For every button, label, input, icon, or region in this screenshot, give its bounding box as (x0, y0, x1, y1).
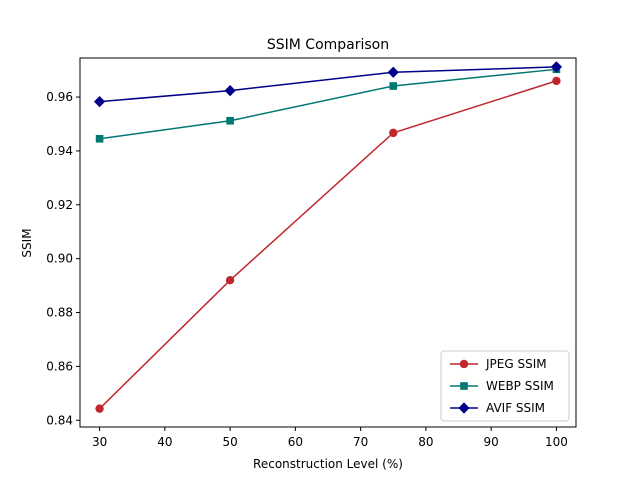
series-jpeg-ssim (95, 76, 561, 413)
x-tick-label: 50 (222, 435, 237, 449)
jpeg-ssim-point (552, 76, 561, 86)
legend: JPEG SSIM WEBP SSIM AVIF SSIM (440, 350, 570, 422)
avif-ssim-point (224, 84, 236, 97)
avif-ssim-point (93, 96, 106, 108)
jpeg-ssim-point (389, 128, 398, 138)
webp-ssim-point (95, 135, 104, 143)
x-tick-label: 70 (353, 435, 368, 449)
series-avif-ssim (93, 61, 563, 108)
avif-ssim-point (550, 61, 563, 73)
y-axis: 0.84 0.86 0.88 0.90 0.92 0.94 0.96 (46, 90, 80, 427)
legend-label-webp-ssim: WEBP SSIM (486, 379, 554, 393)
x-tick-label: 90 (484, 435, 499, 449)
avif-ssim-line (99, 66, 557, 103)
x-tick-label: 40 (157, 435, 172, 449)
jpeg-ssim-line (99, 80, 557, 410)
legend-label-avif-ssim: AVIF SSIM (486, 401, 545, 415)
x-tick-label: 80 (418, 435, 433, 449)
avif-ssim-point (387, 66, 399, 78)
legend-marker-avif-ssim (458, 402, 470, 414)
y-tick-label: 0.88 (46, 306, 73, 320)
y-tick-label: 0.84 (46, 413, 73, 427)
legend-box (440, 350, 570, 422)
y-tick-label: 0.92 (46, 198, 73, 212)
plot-area-frame (79, 57, 577, 428)
webp-ssim-point (226, 116, 234, 125)
series-webp-ssim (95, 65, 561, 143)
y-tick-label: 0.86 (46, 359, 73, 373)
legend-marker-jpeg-ssim (459, 359, 469, 369)
legend-label-jpeg-ssim: JPEG SSIM (485, 357, 547, 371)
x-tick-label: 60 (288, 435, 303, 449)
chart-title: SSIM Comparison (267, 37, 389, 53)
webp-ssim-line (99, 68, 557, 140)
x-tick-label: 100 (545, 435, 568, 449)
jpeg-ssim-point (225, 276, 235, 285)
x-axis-label: Reconstruction Level (%) (253, 457, 403, 471)
y-tick-label: 0.94 (46, 144, 73, 158)
series-layer (93, 61, 563, 413)
x-axis: 30 40 50 60 70 80 90 100 (92, 427, 568, 449)
x-tick-label: 30 (92, 435, 107, 449)
jpeg-ssim-point (95, 404, 104, 413)
y-tick-label: 0.90 (46, 252, 73, 266)
y-axis-label: SSIM (20, 228, 34, 257)
legend-marker-webp-ssim (460, 382, 468, 390)
y-tick-label: 0.96 (46, 90, 73, 104)
webp-ssim-point (389, 82, 398, 90)
